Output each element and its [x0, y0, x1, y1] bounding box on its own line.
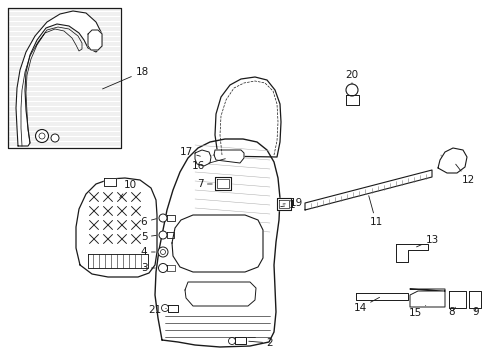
Polygon shape: [395, 244, 427, 262]
Polygon shape: [448, 291, 465, 308]
Polygon shape: [76, 178, 157, 277]
Text: 10: 10: [120, 180, 136, 198]
Text: 12: 12: [455, 164, 474, 185]
Polygon shape: [355, 293, 407, 300]
Text: 18: 18: [102, 67, 148, 89]
Text: 20: 20: [345, 70, 358, 84]
Polygon shape: [214, 150, 244, 163]
Text: 7: 7: [196, 179, 212, 189]
Polygon shape: [104, 178, 116, 186]
Circle shape: [158, 264, 167, 273]
Text: 21: 21: [148, 305, 166, 315]
Polygon shape: [88, 30, 102, 50]
Polygon shape: [346, 95, 358, 105]
Circle shape: [159, 214, 167, 222]
Polygon shape: [168, 305, 178, 312]
Text: 4: 4: [141, 247, 155, 257]
Polygon shape: [409, 289, 444, 307]
Polygon shape: [468, 291, 480, 308]
Polygon shape: [215, 77, 281, 157]
Text: 14: 14: [353, 297, 379, 313]
Polygon shape: [305, 170, 431, 210]
Circle shape: [346, 84, 357, 96]
Circle shape: [36, 130, 48, 143]
Text: 3: 3: [141, 263, 155, 273]
Polygon shape: [167, 215, 175, 221]
Text: 13: 13: [416, 235, 438, 247]
Polygon shape: [155, 139, 280, 347]
Polygon shape: [167, 265, 175, 271]
Text: 17: 17: [179, 147, 200, 157]
Polygon shape: [172, 215, 263, 272]
Circle shape: [159, 231, 167, 239]
Polygon shape: [184, 282, 256, 306]
Circle shape: [158, 247, 168, 257]
Polygon shape: [16, 11, 102, 146]
Text: 2: 2: [248, 338, 273, 348]
Polygon shape: [88, 254, 148, 268]
Polygon shape: [276, 198, 290, 210]
Text: 16: 16: [191, 159, 225, 171]
Circle shape: [51, 134, 59, 142]
Text: 1: 1: [280, 200, 295, 210]
Text: 6: 6: [141, 217, 156, 227]
Polygon shape: [215, 177, 230, 190]
Text: 11: 11: [368, 196, 382, 227]
Text: 8: 8: [448, 307, 454, 317]
Text: 9: 9: [472, 307, 478, 317]
Text: 5: 5: [141, 232, 156, 242]
Polygon shape: [437, 148, 466, 173]
Polygon shape: [235, 337, 245, 344]
Polygon shape: [195, 150, 210, 166]
Text: 19: 19: [283, 198, 302, 208]
Text: 15: 15: [407, 306, 425, 318]
